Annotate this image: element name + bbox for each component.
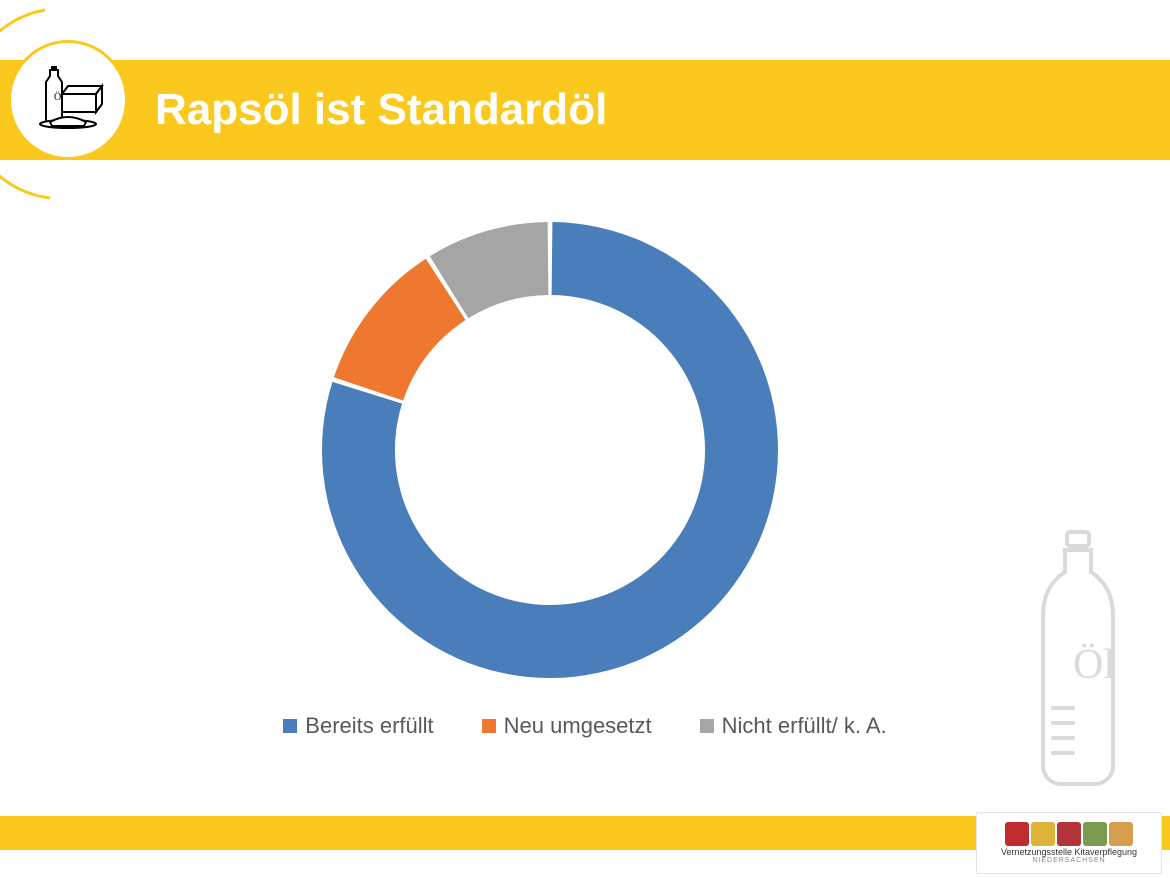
legend-label: Neu umgesetzt [504,713,652,739]
header-icon-circle: Öl [8,40,128,160]
donut-chart [320,220,780,680]
legend-swatch [482,719,496,733]
oil-products-icon: Öl [28,60,108,140]
legend-label: Nicht erfüllt/ k. A. [722,713,887,739]
footer-logo-icon-square [1083,822,1107,846]
footer-logo-icon-square [1031,822,1055,846]
page-title: Rapsöl ist Standardöl [155,85,607,135]
footer-logo: Vernetzungsstelle Kitaverpflegung NIEDER… [976,812,1162,874]
legend-label: Bereits erfüllt [305,713,433,739]
legend-swatch [700,719,714,733]
header-bar: Rapsöl ist Standardöl [0,60,1170,160]
footer-logo-text: Vernetzungsstelle Kitaverpflegung [1001,848,1137,857]
bottle-watermark-icon: Öl [1020,528,1140,798]
footer-logo-icon-square [1057,822,1081,846]
legend-item: Neu umgesetzt [482,713,652,739]
legend-item: Nicht erfüllt/ k. A. [700,713,887,739]
footer-logo-icons [1005,822,1133,846]
chart-legend: Bereits erfüllt Neu umgesetzt Nicht erfüll… [0,713,1170,739]
legend-item: Bereits erfüllt [283,713,433,739]
bottle-watermark-label: Öl [1073,642,1115,688]
footer-logo-sub: NIEDERSACHSEN [1032,857,1105,864]
footer-logo-icon-square [1109,822,1133,846]
legend-swatch [283,719,297,733]
footer-logo-icon-square [1005,822,1029,846]
